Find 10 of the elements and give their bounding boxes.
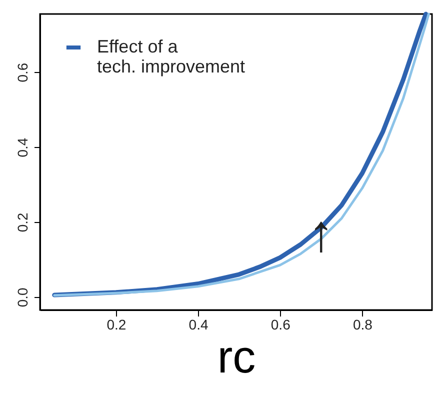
y-tick-label: 0.0: [14, 287, 30, 308]
legend-label: Effect of a tech. improvement: [97, 36, 246, 76]
x-tick-label: 0.2: [106, 316, 126, 332]
x-tick-label: 0.6: [270, 316, 291, 332]
x-tick-label: 0.4: [188, 316, 208, 332]
y-tick-label: 0.6: [14, 62, 30, 82]
x-axis-title: rc: [217, 330, 256, 382]
y-tick-label: 0.4: [14, 138, 30, 158]
x-tick-label: 0.8: [352, 316, 373, 332]
y-tick-label: 0.2: [14, 212, 30, 232]
